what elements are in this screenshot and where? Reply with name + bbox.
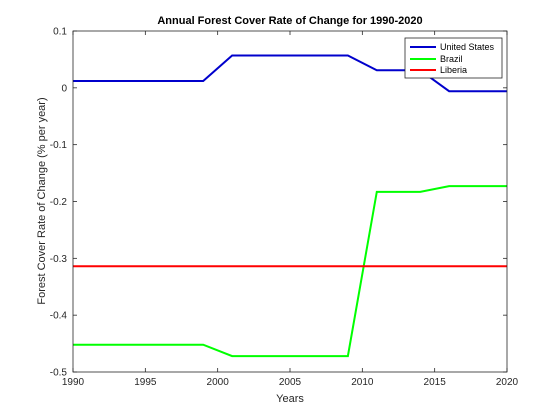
y-axis-label: Forest Cover Rate of Change (% per year) xyxy=(36,97,48,304)
x-tick-label: 2015 xyxy=(424,377,447,388)
x-tick-label: 2010 xyxy=(351,377,374,388)
y-tick-label: -0.4 xyxy=(50,311,68,322)
x-tick-label: 2020 xyxy=(496,377,519,388)
x-axis-label: Years xyxy=(276,393,304,405)
x-tick-label: 2000 xyxy=(207,377,230,388)
y-tick-label: -0.5 xyxy=(50,368,68,379)
y-tick-label: 0 xyxy=(61,83,67,94)
legend: United States Brazil Liberia xyxy=(405,38,502,78)
y-tick-label: -0.1 xyxy=(50,140,68,151)
x-tick-label: 2005 xyxy=(279,377,302,388)
x-tick-label: 1990 xyxy=(62,377,85,388)
y-tick-label: 0.1 xyxy=(53,27,67,38)
x-tick-label: 1995 xyxy=(134,377,157,388)
legend-label-brazil: Brazil xyxy=(440,54,463,64)
chart-title: Annual Forest Cover Rate of Change for 1… xyxy=(157,15,422,27)
y-tick-label: -0.2 xyxy=(50,197,68,208)
legend-label-liberia: Liberia xyxy=(440,65,467,75)
legend-label-united-states: United States xyxy=(440,42,495,52)
plot-area-background xyxy=(73,31,507,372)
y-tick-label: -0.3 xyxy=(50,254,68,265)
